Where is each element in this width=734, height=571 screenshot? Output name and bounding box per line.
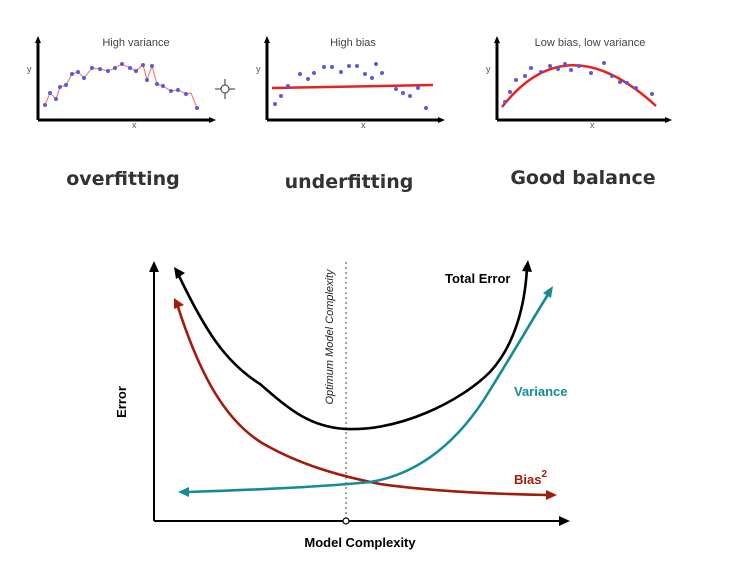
panel-2-data-points: [273, 62, 428, 110]
bias-squared-arrow-right: [546, 490, 557, 500]
optimum-complexity-label: Optimum Model Complexity: [324, 268, 336, 405]
crosshair-cursor-icon: [215, 79, 235, 99]
total-error-label: Total Error: [445, 271, 511, 286]
panel-title-high-bias: High bias: [330, 37, 376, 49]
variance-curve: [187, 292, 551, 494]
panel-2-axes: [265, 40, 441, 122]
panel-title-high-variance: High variance: [102, 37, 170, 49]
panel-3-xlabel: x: [590, 120, 595, 130]
total-error-curve: [177, 267, 529, 431]
panel-3-quadratic-fit: [501, 64, 657, 108]
panel-2-ylabel: y: [256, 64, 261, 74]
variance-arrow-left: [178, 487, 189, 497]
bias-squared-arrow-left: [174, 298, 184, 309]
panel-1-axes: [36, 40, 212, 122]
optimum-complexity-marker: [342, 517, 350, 525]
tradeoff-axes: [149, 261, 570, 526]
bias-label-exponent: 2: [541, 469, 547, 480]
variance-label: Variance: [514, 384, 568, 399]
panel-1-axis-arrows: [35, 36, 216, 123]
panel-3-ylabel: y: [486, 64, 491, 74]
panel-3-data-points: [503, 61, 654, 104]
panel-2-xlabel: x: [361, 120, 366, 130]
caption-overfitting: overfitting: [66, 168, 180, 190]
caption-good-balance: Good balance: [510, 167, 656, 189]
total-error-arrow-right: [522, 260, 532, 272]
panel-1-ylabel: y: [27, 64, 32, 74]
panel-title-good-fit: Low bias, low variance: [534, 37, 646, 49]
caption-underfitting: underfitting: [284, 171, 414, 193]
panel-3-axes: [495, 40, 668, 122]
total-error-arrow-left: [174, 267, 185, 279]
bias-label-base: Bias: [514, 472, 541, 487]
panel-2-linear-fit: [271, 83, 434, 90]
panel-1-data-points: [43, 62, 199, 110]
bias-squared-label: Bias2: [514, 469, 547, 487]
panel-3-axis-arrows: [494, 36, 672, 123]
variance-arrow-right: [543, 286, 553, 298]
panel-1-xlabel: x: [132, 120, 137, 130]
panel-2-axis-arrows: [264, 36, 445, 123]
panel-1-overfit-curve: [44, 63, 198, 109]
x-axis-label: Model Complexity: [304, 535, 416, 550]
y-axis-label: Error: [114, 386, 129, 418]
bias-squared-curve: [176, 306, 549, 497]
